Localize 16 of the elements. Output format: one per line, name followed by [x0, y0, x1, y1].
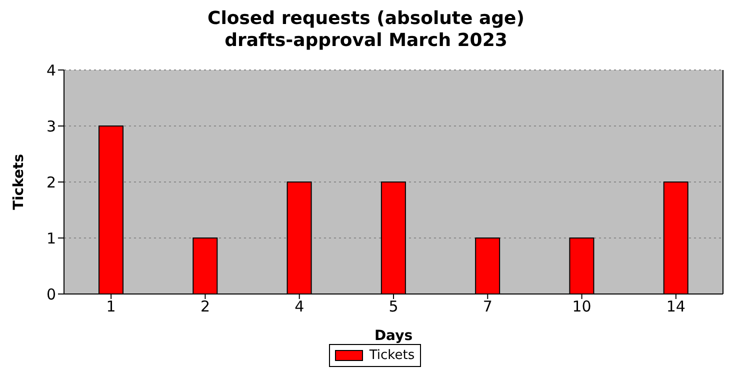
x-tick-label: 10 [572, 298, 592, 316]
x-tick-label: 4 [294, 298, 304, 316]
chart-title: Closed requests (absolute age) drafts-approval March 2023 [206, 8, 526, 52]
y-tick-label: 3 [46, 117, 56, 136]
x-tick-label: 1 [106, 298, 116, 316]
y-tick-label: 2 [46, 173, 56, 192]
y-tick-label: 4 [46, 61, 56, 80]
y-axis-title: Tickets [10, 154, 27, 210]
y-tick-label: 0 [46, 285, 56, 304]
x-tick-label: 14 [666, 298, 686, 316]
x-tick-label: 2 [200, 298, 210, 316]
x-tick-label: 7 [482, 298, 492, 316]
legend-label: Tickets [369, 348, 415, 363]
y-tick-label: 1 [46, 229, 56, 248]
x-axis-title: Days [374, 328, 413, 344]
x-tick-label: 5 [388, 298, 398, 316]
